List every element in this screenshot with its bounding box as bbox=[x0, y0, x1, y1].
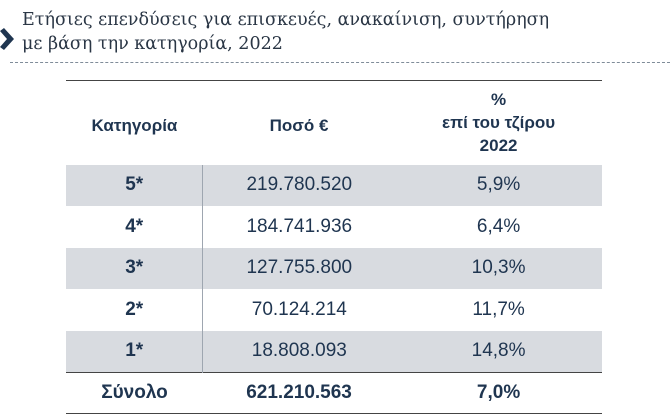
title-block: Ετήσιες επενδύσεις για επισκευές, ανακαί… bbox=[0, 6, 672, 63]
cell-percent: 11,7% bbox=[472, 298, 525, 320]
cell-category: 2* bbox=[66, 289, 204, 331]
table-row: 5* 219.780.520 5,9% bbox=[66, 164, 602, 206]
cell-category: 1* bbox=[66, 330, 204, 372]
page-title-line-1: Ετήσιες επενδύσεις για επισκευές, ανακαί… bbox=[22, 10, 550, 30]
total-percent: 7,0% bbox=[395, 371, 602, 414]
cell-amount: 184.741.936 bbox=[246, 215, 353, 237]
cell-amount: 70.124.214 bbox=[251, 298, 347, 320]
arrow-right-icon bbox=[0, 28, 14, 50]
page-title-line-2: με βάση την κατηγορία, 2022 bbox=[22, 34, 283, 54]
cell-percent: 6,4% bbox=[476, 215, 521, 237]
header-amount: Ποσό € bbox=[202, 80, 396, 165]
table-header-row: Κατηγορία Ποσό € % επί του τζίρου 2022 bbox=[66, 80, 602, 165]
cell-amount: 127.755.800 bbox=[202, 247, 396, 289]
header-percent-symbol: % bbox=[491, 90, 507, 110]
table-row: 4* 184.741.936 6,4% bbox=[66, 206, 602, 248]
investment-table: Κατηγορία Ποσό € % επί του τζίρου 2022 5… bbox=[66, 80, 602, 414]
header-percent: % επί του τζίρου 2022 bbox=[395, 80, 602, 165]
cell-percent: 14,8% bbox=[395, 330, 602, 372]
title-divider bbox=[10, 62, 670, 63]
cell-category: 5* bbox=[66, 164, 204, 206]
cell-percent: 10,3% bbox=[395, 247, 602, 289]
header-percent-line2: 2022 bbox=[479, 136, 518, 156]
header-percent-line1: επί του τζίρου bbox=[442, 113, 556, 133]
total-amount: 621.210.563 bbox=[202, 371, 396, 414]
table-row: 2* 70.124.214 11,7% bbox=[66, 289, 602, 331]
header-category: Κατηγορία bbox=[66, 80, 203, 165]
total-label: Σύνολο bbox=[66, 371, 203, 414]
cell-amount: 18.808.093 bbox=[202, 330, 396, 372]
table-row: 1* 18.808.093 14,8% bbox=[66, 330, 602, 372]
table-total-row: Σύνολο 621.210.563 7,0% bbox=[66, 371, 602, 414]
cell-category: 3* bbox=[66, 247, 204, 289]
table-row: 3* 127.755.800 10,3% bbox=[66, 247, 602, 289]
cell-percent: 5,9% bbox=[395, 164, 602, 206]
cell-category: 4* bbox=[66, 206, 204, 248]
cell-amount: 219.780.520 bbox=[202, 164, 396, 206]
